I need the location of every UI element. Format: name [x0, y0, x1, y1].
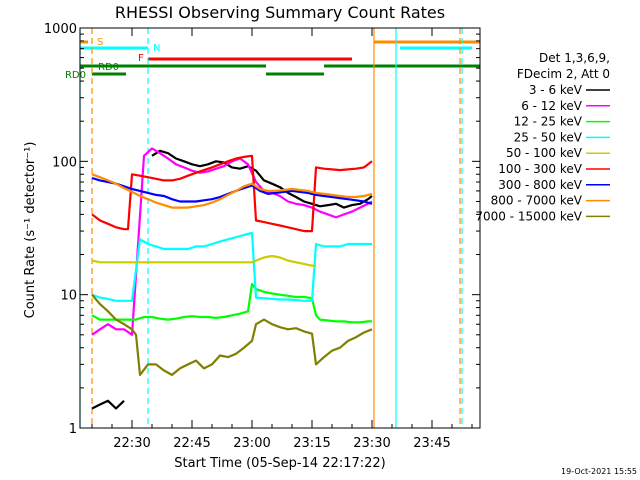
y-tick-label-2: 100: [52, 155, 77, 170]
x-tick-label-0: 22:30: [113, 436, 150, 451]
annotation-4: RD0: [65, 70, 86, 81]
x-tick-label-5: 23:45: [413, 436, 450, 451]
series-line-0: [91, 149, 373, 410]
legend-label-0: 3 - 6 keV: [529, 83, 583, 97]
y-axis-label: Count Rate (s⁻¹ detector⁻¹): [23, 142, 38, 319]
series-line-2: [91, 283, 372, 324]
axis-ticks: 22:30 22:45 23:00 23:15 23:30 23:45 1 10 100 1000: [44, 22, 480, 451]
x-tick-label-1: 22:45: [173, 436, 210, 451]
legend-label-4: 50 - 100 keV: [506, 146, 583, 160]
y-tick-label-3: 1000: [44, 22, 77, 37]
x-axis-label: Start Time (05-Sep-14 22:17:22): [174, 456, 385, 471]
series-line-7: [91, 173, 373, 209]
legend: Det 1,3,6,9, FDecim 2, Att 0 3 - 6 keV 6 …: [475, 51, 610, 223]
legend-header-line-2: FDecim 2, Att 0: [517, 67, 610, 81]
annotation-2: F: [138, 53, 144, 64]
series-line-6: [91, 176, 373, 205]
observing-status-bars: [80, 40, 480, 76]
annotation-3: RD0: [98, 62, 119, 73]
series-lines: [91, 147, 373, 410]
legend-header-line-1: Det 1,3,6,9,: [539, 51, 610, 65]
annotation-0: S: [97, 37, 103, 48]
plot-frame: [79, 27, 481, 429]
y-tick-label-1: 10: [60, 289, 77, 304]
legend-label-7: 800 - 7000 keV: [491, 194, 583, 208]
series-line-8: [91, 293, 373, 376]
y-tick-label-0: 1: [69, 422, 77, 437]
series-line-5: [91, 154, 373, 233]
series-line-1: [91, 147, 373, 336]
x-tick-label-3: 23:15: [293, 436, 330, 451]
x-tick-label-4: 23:30: [353, 436, 390, 451]
series-line-4: [91, 254, 316, 267]
annotation-1: N: [153, 43, 160, 54]
legend-label-3: 25 - 50 keV: [514, 130, 583, 144]
legend-label-1: 6 - 12 keV: [521, 99, 583, 113]
legend-label-8: 7000 - 15000 keV: [475, 209, 582, 223]
legend-label-2: 12 - 25 keV: [514, 115, 583, 129]
footer-timestamp: 19-Oct-2021 15:55: [561, 467, 637, 476]
status-annotations: S NF RD0 RD0: [65, 37, 161, 81]
legend-label-6: 300 - 800 keV: [498, 178, 582, 192]
chart-title: RHESSI Observing Summary Count Rates: [115, 3, 445, 22]
x-tick-label-2: 23:00: [233, 436, 270, 451]
status-vlines: [79, 28, 463, 428]
series-line-3: [91, 231, 372, 302]
legend-label-5: 100 - 300 keV: [498, 162, 582, 176]
